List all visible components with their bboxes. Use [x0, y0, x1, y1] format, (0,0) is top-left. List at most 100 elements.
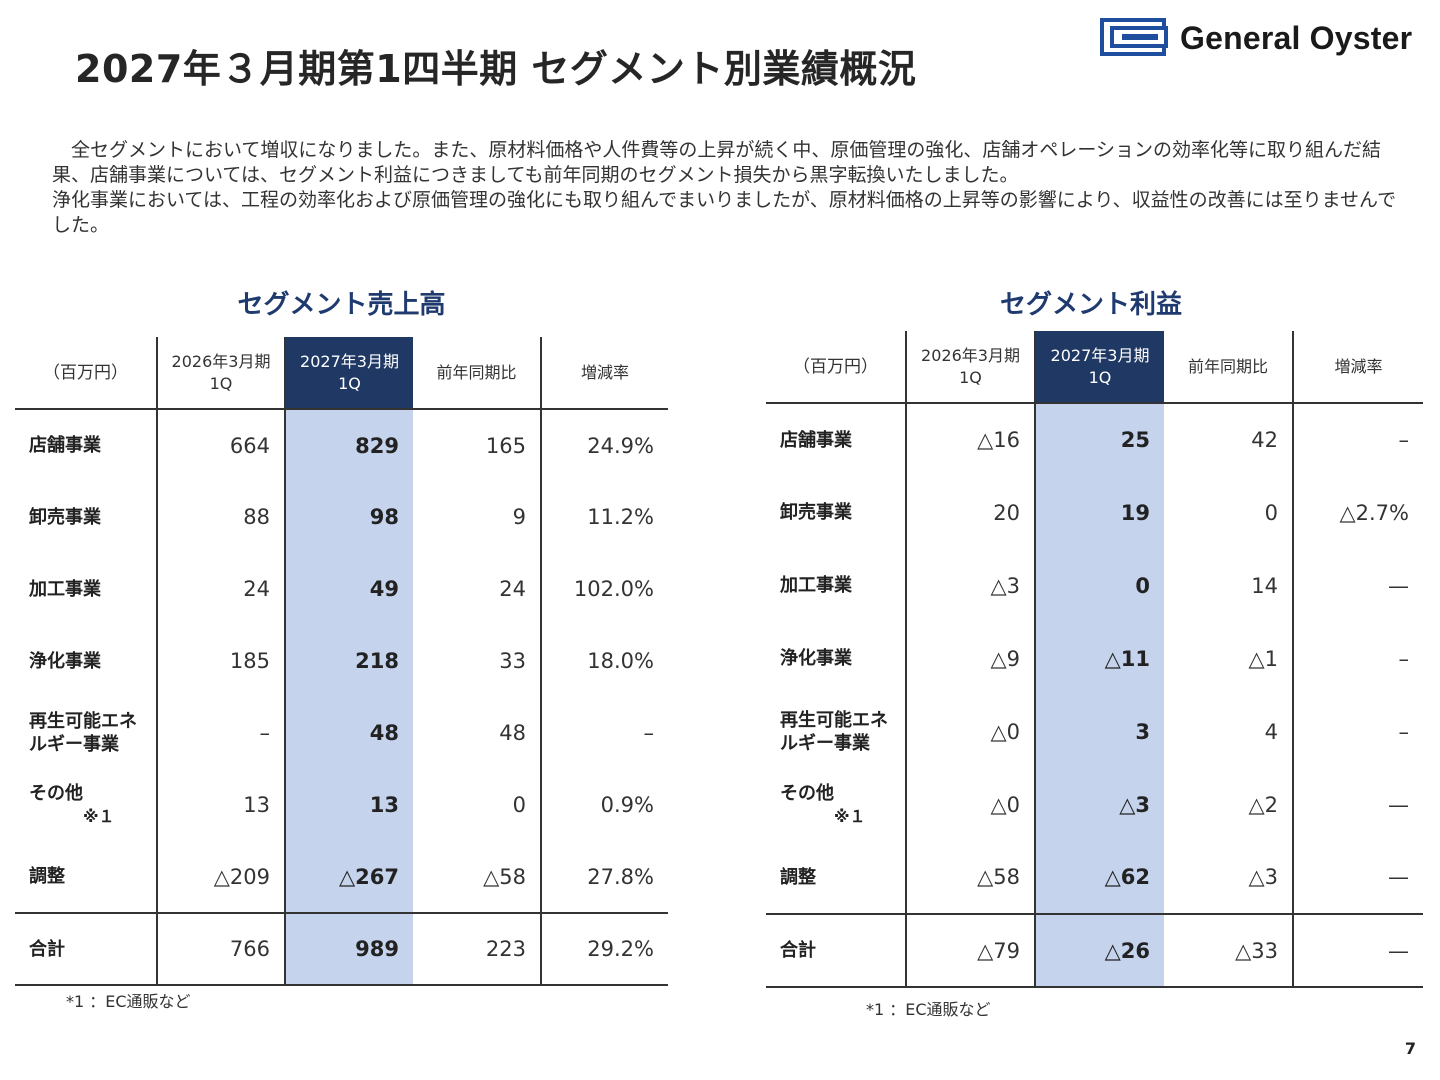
prev-value: △16	[906, 403, 1036, 476]
segment-name-text: 卸売事業	[29, 506, 101, 528]
prev-value: 20	[906, 476, 1036, 549]
total-label: 合計	[15, 913, 158, 985]
table-row: 加工事業 △3 0 14 —	[766, 549, 1423, 622]
segment-name: 店舗事業	[766, 403, 907, 476]
change-rate-value: 102.0%	[573, 577, 654, 601]
current-value: △3	[1035, 768, 1164, 841]
segment-name: 卸売事業	[766, 476, 907, 549]
page-title: 2027年３月期第1四半期 セグメント別業績概況	[75, 47, 917, 91]
table-row: 浄化事業 △9 △11 △1 –	[766, 622, 1423, 695]
prev-period-header: 2026年3月期 1Q	[157, 337, 286, 409]
summary-paragraph: 全セグメントにおいて増収になりました。また、原材料価格や人件費等の上昇が続く中、…	[52, 139, 1382, 186]
table-row: その他 ※１ 13 13 0 0.9%	[15, 769, 668, 841]
current-period-header: 2027年3月期 1Q	[1035, 331, 1164, 403]
table-row: 調整 △58 △62 △3 —	[766, 841, 1423, 914]
change-rate-value: 29.2%	[587, 937, 654, 961]
current-value: 25	[1035, 403, 1164, 476]
change-rate-value: —	[1388, 938, 1409, 963]
current-value: △11	[1035, 622, 1164, 695]
segment-name: 再生可能エネ ルギー事業	[766, 695, 907, 768]
prev-value: 766	[157, 913, 286, 985]
page-number: 7	[1404, 1039, 1416, 1058]
yoy-diff-value: △3	[1164, 841, 1294, 914]
change-rate-value: –	[1398, 428, 1410, 452]
segment-name: 浄化事業	[766, 622, 907, 695]
segment-name: 調整	[766, 841, 907, 914]
prev-value: 24	[157, 553, 286, 625]
profit-section-title-text: セグメント利益	[999, 290, 1182, 320]
prev-value: △58	[906, 841, 1036, 914]
prev-value: △9	[906, 622, 1036, 695]
current-value: △267	[285, 841, 413, 913]
table-row: 卸売事業 88 98 9 11.2%	[15, 481, 668, 553]
table-header-row: （百万円） 2026年3月期 1Q 2027年3月期 1Q 前年同期比 増減率	[15, 337, 668, 409]
table-row: 加工事業 24 49 24 102.0%	[15, 553, 668, 625]
segment-name: 調整	[15, 841, 158, 913]
yoy-diff-header: 前年同期比	[1164, 331, 1294, 403]
total-row: 合計 △79 △26 △33 —	[766, 914, 1423, 987]
profit-footnote: *1 ：EC通販など	[866, 1000, 991, 1019]
note-mark: ※１	[834, 806, 866, 826]
table-row: 浄化事業 185 218 33 18.0%	[15, 625, 668, 697]
sales-section-title: セグメント売上高	[237, 290, 446, 320]
segment-name-text: ルギー事業	[29, 734, 119, 755]
yoy-diff-value: 9	[413, 481, 542, 553]
prev-value: △0	[906, 768, 1036, 841]
current-value: 829	[285, 409, 413, 481]
table-row: その他 ※１ △0 △3 △2—	[766, 768, 1423, 841]
yoy-diff-value: 0	[1164, 476, 1294, 549]
segment-name-text: 店舗事業	[780, 429, 852, 451]
company-logo: General Oyster	[1100, 18, 1412, 58]
segment-name-text: 再生可能エネ	[29, 711, 137, 732]
profit-table: （百万円） 2026年3月期 1Q 2027年3月期 1Q 前年同期比 増減率 店舗…	[766, 331, 1423, 988]
segment-name: 加工事業	[15, 553, 158, 625]
prev-value: –	[157, 697, 286, 769]
change-rate-header: 増減率	[1334, 356, 1383, 376]
summary-text: 全セグメントにおいて増収になりました。また、原材料価格や人件費等の上昇が続く中、…	[52, 138, 1402, 238]
segment-name-text: 浄化事業	[780, 648, 852, 669]
current-value: 48	[285, 697, 413, 769]
segment-name-text: その他	[780, 782, 834, 804]
current-value: 0	[1035, 549, 1164, 622]
yoy-diff-value: 42	[1164, 403, 1294, 476]
table-row: 店舗事業 △16 25 42 –	[766, 403, 1423, 476]
segment-name: その他 ※１	[15, 769, 158, 841]
unit-header: （百万円）	[15, 337, 158, 409]
brand-name: General Oyster	[1180, 19, 1413, 56]
change-rate-value: –	[1398, 646, 1410, 671]
prev-value: △79	[906, 914, 1036, 987]
current-value: 98	[285, 481, 413, 553]
segment-name-text: その他	[29, 783, 83, 804]
prev-value: △209	[157, 841, 286, 913]
change-rate-header: 増減率	[580, 362, 629, 382]
segment-name: 加工事業	[766, 549, 907, 622]
yoy-diff-value: 24	[413, 553, 542, 625]
change-rate-value: —	[1388, 792, 1409, 817]
yoy-diff-value: 14	[1164, 549, 1294, 622]
prev-value: 88	[157, 481, 286, 553]
yoy-diff-value: △33	[1164, 914, 1294, 987]
total-label: 合計	[766, 914, 907, 987]
current-value: 3	[1035, 695, 1164, 768]
profit-section-title: セグメント利益	[766, 284, 1440, 321]
change-rate-value: —	[1388, 573, 1409, 598]
general-oyster-logo-icon	[1100, 18, 1168, 56]
change-rate-value: 24.9%	[587, 433, 654, 458]
segment-name-text: 加工事業	[29, 578, 101, 600]
yoy-diff-value: 165	[413, 409, 542, 481]
note-mark: ※１	[83, 807, 115, 826]
current-value: 49	[285, 553, 413, 625]
segment-name-text: 店舗事業	[29, 435, 101, 456]
change-rate-value: 11.2%	[587, 505, 654, 529]
yoy-diff-value: △58	[413, 841, 542, 913]
segment-name-text: 加工事業	[780, 575, 852, 596]
current-value: △62	[1035, 841, 1164, 914]
change-rate-value: 18.0%	[587, 649, 654, 673]
segment-name: その他 ※１	[766, 768, 907, 841]
table-row: 再生可能エネ ルギー事業 –48 48–	[15, 697, 668, 769]
yoy-diff-value: 223	[413, 913, 542, 985]
prev-value: 185	[157, 625, 286, 697]
segment-name: 浄化事業	[15, 625, 158, 697]
segment-name-text: 調整	[780, 866, 816, 888]
segment-name: 卸売事業	[15, 481, 158, 553]
